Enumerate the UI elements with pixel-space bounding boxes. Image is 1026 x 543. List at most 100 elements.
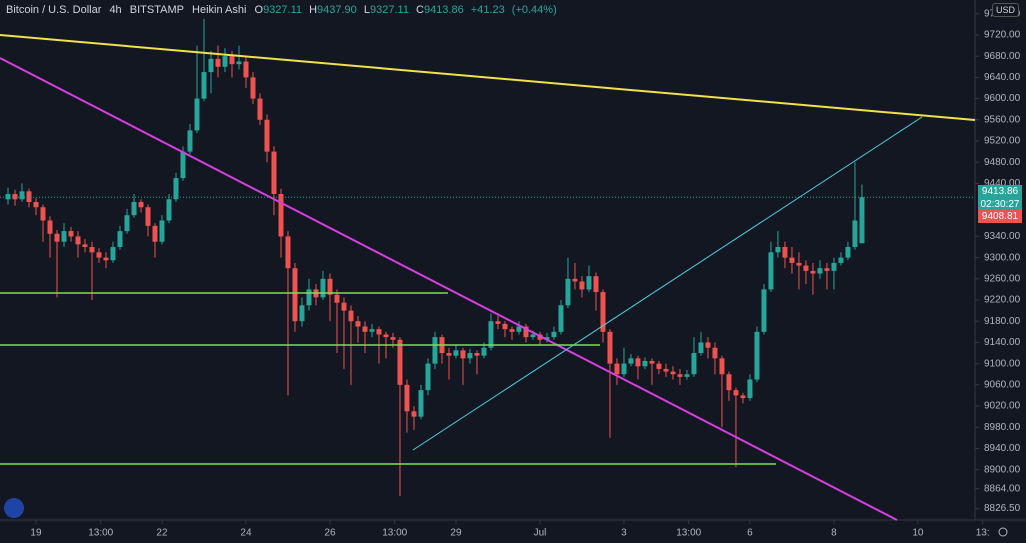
change-pct: (+0.44%) <box>511 4 557 16</box>
x-tick-label: 6 <box>747 528 753 539</box>
y-tick-label: 9480.00 <box>984 157 1021 168</box>
candle-body <box>761 289 767 332</box>
candle-body <box>306 289 312 306</box>
settings-icon[interactable] <box>998 527 1008 537</box>
x-tick-label: 22 <box>156 528 168 539</box>
candle-body <box>201 72 207 99</box>
ohlc-value: 9413.86 <box>423 4 464 16</box>
candle-body <box>831 262 837 271</box>
y-tick-label: 9560.00 <box>984 114 1021 125</box>
candle-body <box>677 374 683 377</box>
x-tick-label: 8 <box>831 528 837 539</box>
candle-body <box>348 310 354 322</box>
candle-body <box>432 337 438 364</box>
candle-body <box>390 337 396 340</box>
candle-body <box>173 178 179 200</box>
candle-body <box>166 199 172 221</box>
exchange: BITSTAMP <box>129 4 184 16</box>
candle-body <box>159 220 165 242</box>
candle-body <box>796 262 802 266</box>
change: +41.23 <box>470 4 505 16</box>
y-tick-label: 9680.00 <box>984 51 1021 62</box>
candle-body <box>453 350 459 356</box>
candle-body <box>61 231 67 242</box>
candle-body <box>859 197 865 244</box>
x-tick-label: Jul <box>534 528 547 539</box>
candle-body <box>89 247 95 253</box>
candle-body <box>47 220 53 234</box>
candle-body <box>810 270 816 274</box>
candle-body <box>649 360 655 364</box>
candle-body <box>411 411 417 417</box>
candle-body <box>852 220 858 248</box>
candle-body <box>656 363 662 369</box>
candle-body <box>558 305 564 332</box>
y-tick-label: 9440.00 <box>984 178 1021 189</box>
candle-body <box>355 321 361 327</box>
candle-body <box>719 358 725 375</box>
candle-body <box>187 130 193 152</box>
y-tick-label: 9220.00 <box>984 295 1021 306</box>
x-tick-label: 13:00 <box>88 528 113 539</box>
candle-body <box>341 302 347 311</box>
candle-body <box>145 207 151 226</box>
candle-body <box>698 342 704 354</box>
x-tick-label: 10 <box>912 528 924 539</box>
candle-body <box>502 323 508 330</box>
candle-body <box>82 244 88 248</box>
candle-body <box>110 247 116 261</box>
candle-body <box>509 329 515 332</box>
candle-body <box>194 98 200 131</box>
candle-body <box>838 257 844 263</box>
candle-body <box>5 194 11 200</box>
candle-body <box>404 384 410 412</box>
price-axis-bg <box>975 0 1026 543</box>
candle-body <box>12 194 18 200</box>
y-tick-label: 9640.00 <box>984 72 1021 83</box>
y-tick-label: 8900.00 <box>984 464 1021 475</box>
candle-body <box>222 56 228 67</box>
candle-body <box>292 268 298 322</box>
candle-body <box>369 329 375 332</box>
candle-body <box>516 326 522 332</box>
x-tick-label: 3 <box>621 528 627 539</box>
candle-body <box>96 252 102 258</box>
candle-body <box>726 374 732 391</box>
candle-body <box>397 339 403 385</box>
candle-body <box>523 326 529 338</box>
candle-body <box>733 390 739 396</box>
candle-body <box>229 56 235 65</box>
y-tick-label: 8826.50 <box>984 503 1021 514</box>
candle-body <box>572 278 578 282</box>
candle-body <box>712 347 718 359</box>
candle-body <box>124 215 130 232</box>
candle-body <box>320 278 326 298</box>
candle-body <box>691 353 697 375</box>
drawings <box>0 34 976 521</box>
y-tick-label: 9020.00 <box>984 401 1021 412</box>
candle-body <box>467 353 473 359</box>
candle-body <box>54 233 60 242</box>
candle-body <box>768 252 774 290</box>
candle-body <box>593 276 599 293</box>
candle-body <box>845 247 851 258</box>
trend-line <box>0 57 898 521</box>
y-tick-label: 9520.00 <box>984 136 1021 147</box>
currency-badge[interactable]: USD <box>992 3 1020 17</box>
candle-body <box>425 363 431 391</box>
candle-body <box>754 331 760 380</box>
symbol: Bitcoin / U.S. Dollar <box>6 4 102 16</box>
candle-body <box>607 331 613 364</box>
ohlc-value: 9327.11 <box>263 4 303 16</box>
candle-body <box>551 331 557 338</box>
y-tick-label: 8864.00 <box>984 483 1021 494</box>
candle-body <box>278 194 284 237</box>
candle-body <box>579 281 585 290</box>
x-tick-label: 13: <box>976 528 990 539</box>
candle-body <box>803 265 809 271</box>
candle-body <box>460 350 466 359</box>
candle-body <box>628 358 634 364</box>
y-tick-label: 9340.00 <box>984 231 1021 242</box>
candle-body <box>586 276 592 290</box>
